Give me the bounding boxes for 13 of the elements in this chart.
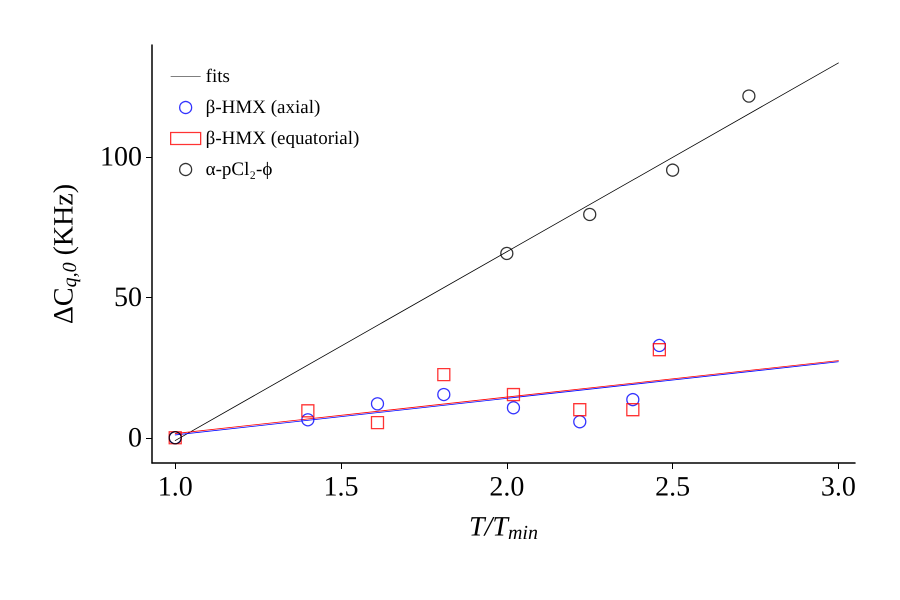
x-tick-label: 2.5	[655, 472, 690, 502]
y-tick-label: 0	[128, 422, 142, 454]
legend-label: β-HMX (axial)	[206, 97, 320, 118]
legend-label: fits	[206, 66, 230, 87]
x-tick-label: 1.0	[158, 472, 193, 502]
legend-label: α-pCl₂-ϕ	[206, 159, 272, 180]
x-tick-label: 3.0	[820, 472, 856, 502]
y-tick-label: 50	[114, 282, 142, 313]
x-tick-label: 2.0	[489, 472, 524, 502]
y-axis-title: ΔCq,0 (KHz)	[48, 184, 81, 324]
x-tick-label: 1.5	[324, 472, 359, 502]
y-tick-label: 100	[100, 142, 142, 173]
legend-label: β-HMX (equatorial)	[206, 128, 360, 149]
